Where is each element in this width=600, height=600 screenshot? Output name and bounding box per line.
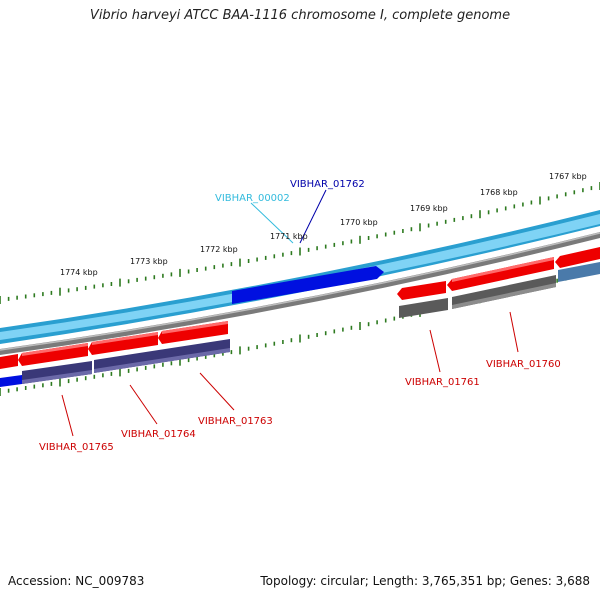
gene-01762-arrow[interactable] [232, 266, 384, 304]
gene-forward-arrow-4[interactable] [158, 321, 228, 344]
leader-01762 [299, 189, 327, 244]
gene-label-01764[interactable]: VIBHAR_01764 [121, 429, 196, 440]
tick-label-1770: 1770 kbp [340, 218, 378, 227]
gene-01760-reverse-shade [452, 283, 556, 309]
gene-01761-reverse-arrow[interactable] [399, 298, 448, 318]
gene-reverse-dark-1-shade [22, 370, 92, 384]
gene-01760-forward-shade [452, 257, 554, 282]
gene-blue-small-arrow[interactable] [0, 375, 22, 387]
gene-01763-forward-arrow[interactable] [88, 332, 158, 355]
leader-01760 [509, 311, 519, 353]
upper-tick-track [0, 182, 600, 304]
gene-reverse-steel-arrow[interactable] [558, 262, 600, 282]
leader-01765 [61, 394, 74, 437]
leader-01764 [129, 384, 158, 425]
accession-text: Accession: NC_009783 [8, 574, 145, 588]
tick-label-1772: 1772 kbp [200, 245, 238, 254]
leader-01763 [199, 372, 235, 411]
gene-01764-forward-shade [22, 343, 88, 356]
map-title: Vibrio harveyi ATCC BAA-1116 chromosome … [89, 8, 511, 23]
gene-01761-forward-arrow[interactable] [397, 281, 446, 300]
gene-label-00002[interactable]: VIBHAR_00002 [215, 193, 290, 204]
gene-01765-arrow[interactable] [0, 354, 18, 369]
tick-label-1767: 1767 kbp [549, 172, 587, 181]
gene-01764-forward-arrow[interactable] [18, 343, 88, 366]
tick-label-1769: 1769 kbp [410, 204, 448, 213]
gene-reverse-dark-2-shade [94, 348, 230, 373]
gene-label-01761[interactable]: VIBHAR_01761 [405, 377, 480, 388]
gene-label-01760[interactable]: VIBHAR_01760 [486, 359, 561, 370]
gene-label-01762[interactable]: VIBHAR_01762 [290, 179, 365, 190]
gene-01763-forward-shade [92, 332, 158, 345]
leader-00002 [250, 202, 294, 244]
leader-01761 [429, 329, 441, 373]
gray-ring-highlight [0, 232, 600, 351]
tick-label-1768: 1768 kbp [480, 188, 518, 197]
outer-ring-band-light [0, 214, 600, 340]
gene-label-01763[interactable]: VIBHAR_01763 [198, 416, 273, 427]
gene-forward-arrow-right[interactable] [555, 247, 600, 268]
genome-summary-text: Topology: circular; Length: 3,765,351 bp… [260, 574, 590, 588]
gene-label-01765[interactable]: VIBHAR_01765 [39, 442, 114, 453]
gray-ring-line [0, 232, 600, 355]
tick-label-1773: 1773 kbp [130, 257, 168, 266]
tick-label-1774: 1774 kbp [60, 268, 98, 277]
gene-forward-arrow-4-shade [162, 321, 228, 334]
tick-label-1771: 1771 kbp [270, 232, 308, 241]
